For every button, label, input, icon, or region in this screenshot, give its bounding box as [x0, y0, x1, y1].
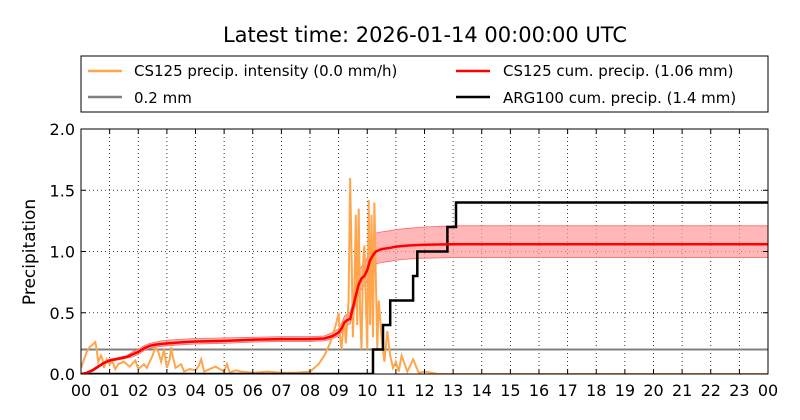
- x-tick-label: 13: [443, 381, 463, 400]
- legend-label-arg100-cum: ARG100 cum. precip. (1.4 mm): [503, 89, 736, 107]
- series-line-cs125-cum: [81, 242, 768, 374]
- x-tick-label: 18: [586, 381, 606, 400]
- legend-label-threshold: 0.2 mm: [134, 89, 192, 107]
- y-tick-label: 0.5: [50, 304, 75, 323]
- x-tick-label: 00: [758, 381, 778, 400]
- x-tick-label: 09: [328, 381, 348, 400]
- y-tick-label: 0.0: [50, 365, 75, 384]
- x-tick-label: 16: [529, 381, 549, 400]
- y-tick-label: 1.0: [50, 243, 75, 262]
- x-tick-label: 17: [557, 381, 577, 400]
- x-tick-label: 21: [672, 381, 692, 400]
- x-tick-label: 05: [214, 381, 234, 400]
- x-tick-label: 12: [414, 381, 434, 400]
- legend-label-intensity: CS125 precip. intensity (0.0 mm/h): [134, 62, 397, 80]
- y-tick-label: 2.0: [50, 120, 75, 139]
- x-tick-label: 10: [357, 381, 377, 400]
- x-tick-label: 14: [472, 381, 492, 400]
- y-tick-label: 1.5: [50, 181, 75, 200]
- x-tick-label: 03: [157, 381, 177, 400]
- y-axis-label: Precipitation: [20, 199, 40, 305]
- x-tick-label: 00: [71, 381, 91, 400]
- x-tick-label: 04: [185, 381, 205, 400]
- x-tick-label: 22: [701, 381, 721, 400]
- x-tick-label: 11: [386, 381, 406, 400]
- x-tick-label: 15: [500, 381, 520, 400]
- x-tick-label: 06: [243, 381, 263, 400]
- legend-box: [80, 55, 769, 113]
- cs125-uncertainty-band: [81, 225, 768, 374]
- series-line-arg100-cum: [81, 201, 768, 374]
- x-tick-label: 02: [128, 381, 148, 400]
- x-tick-label: 23: [729, 381, 749, 400]
- series-line-cs125-intensity: [81, 177, 768, 374]
- x-tick-label: 08: [300, 381, 320, 400]
- x-tick-label: 20: [643, 381, 663, 400]
- x-tick-label: 01: [99, 381, 119, 400]
- legend-label-cs125-cum: CS125 cum. precip. (1.06 mm): [503, 62, 733, 80]
- x-tick-label: 19: [615, 381, 635, 400]
- plot-series-group: [81, 177, 768, 374]
- chart-title: Latest time: 2026-01-14 00:00:00 UTC: [223, 23, 627, 47]
- plot-area: 00 01 02 03 04 05 06 07 08 09 10 11 12 13 14 15 16 17 18 19…: [50, 120, 779, 400]
- x-tick-label: 07: [271, 381, 291, 400]
